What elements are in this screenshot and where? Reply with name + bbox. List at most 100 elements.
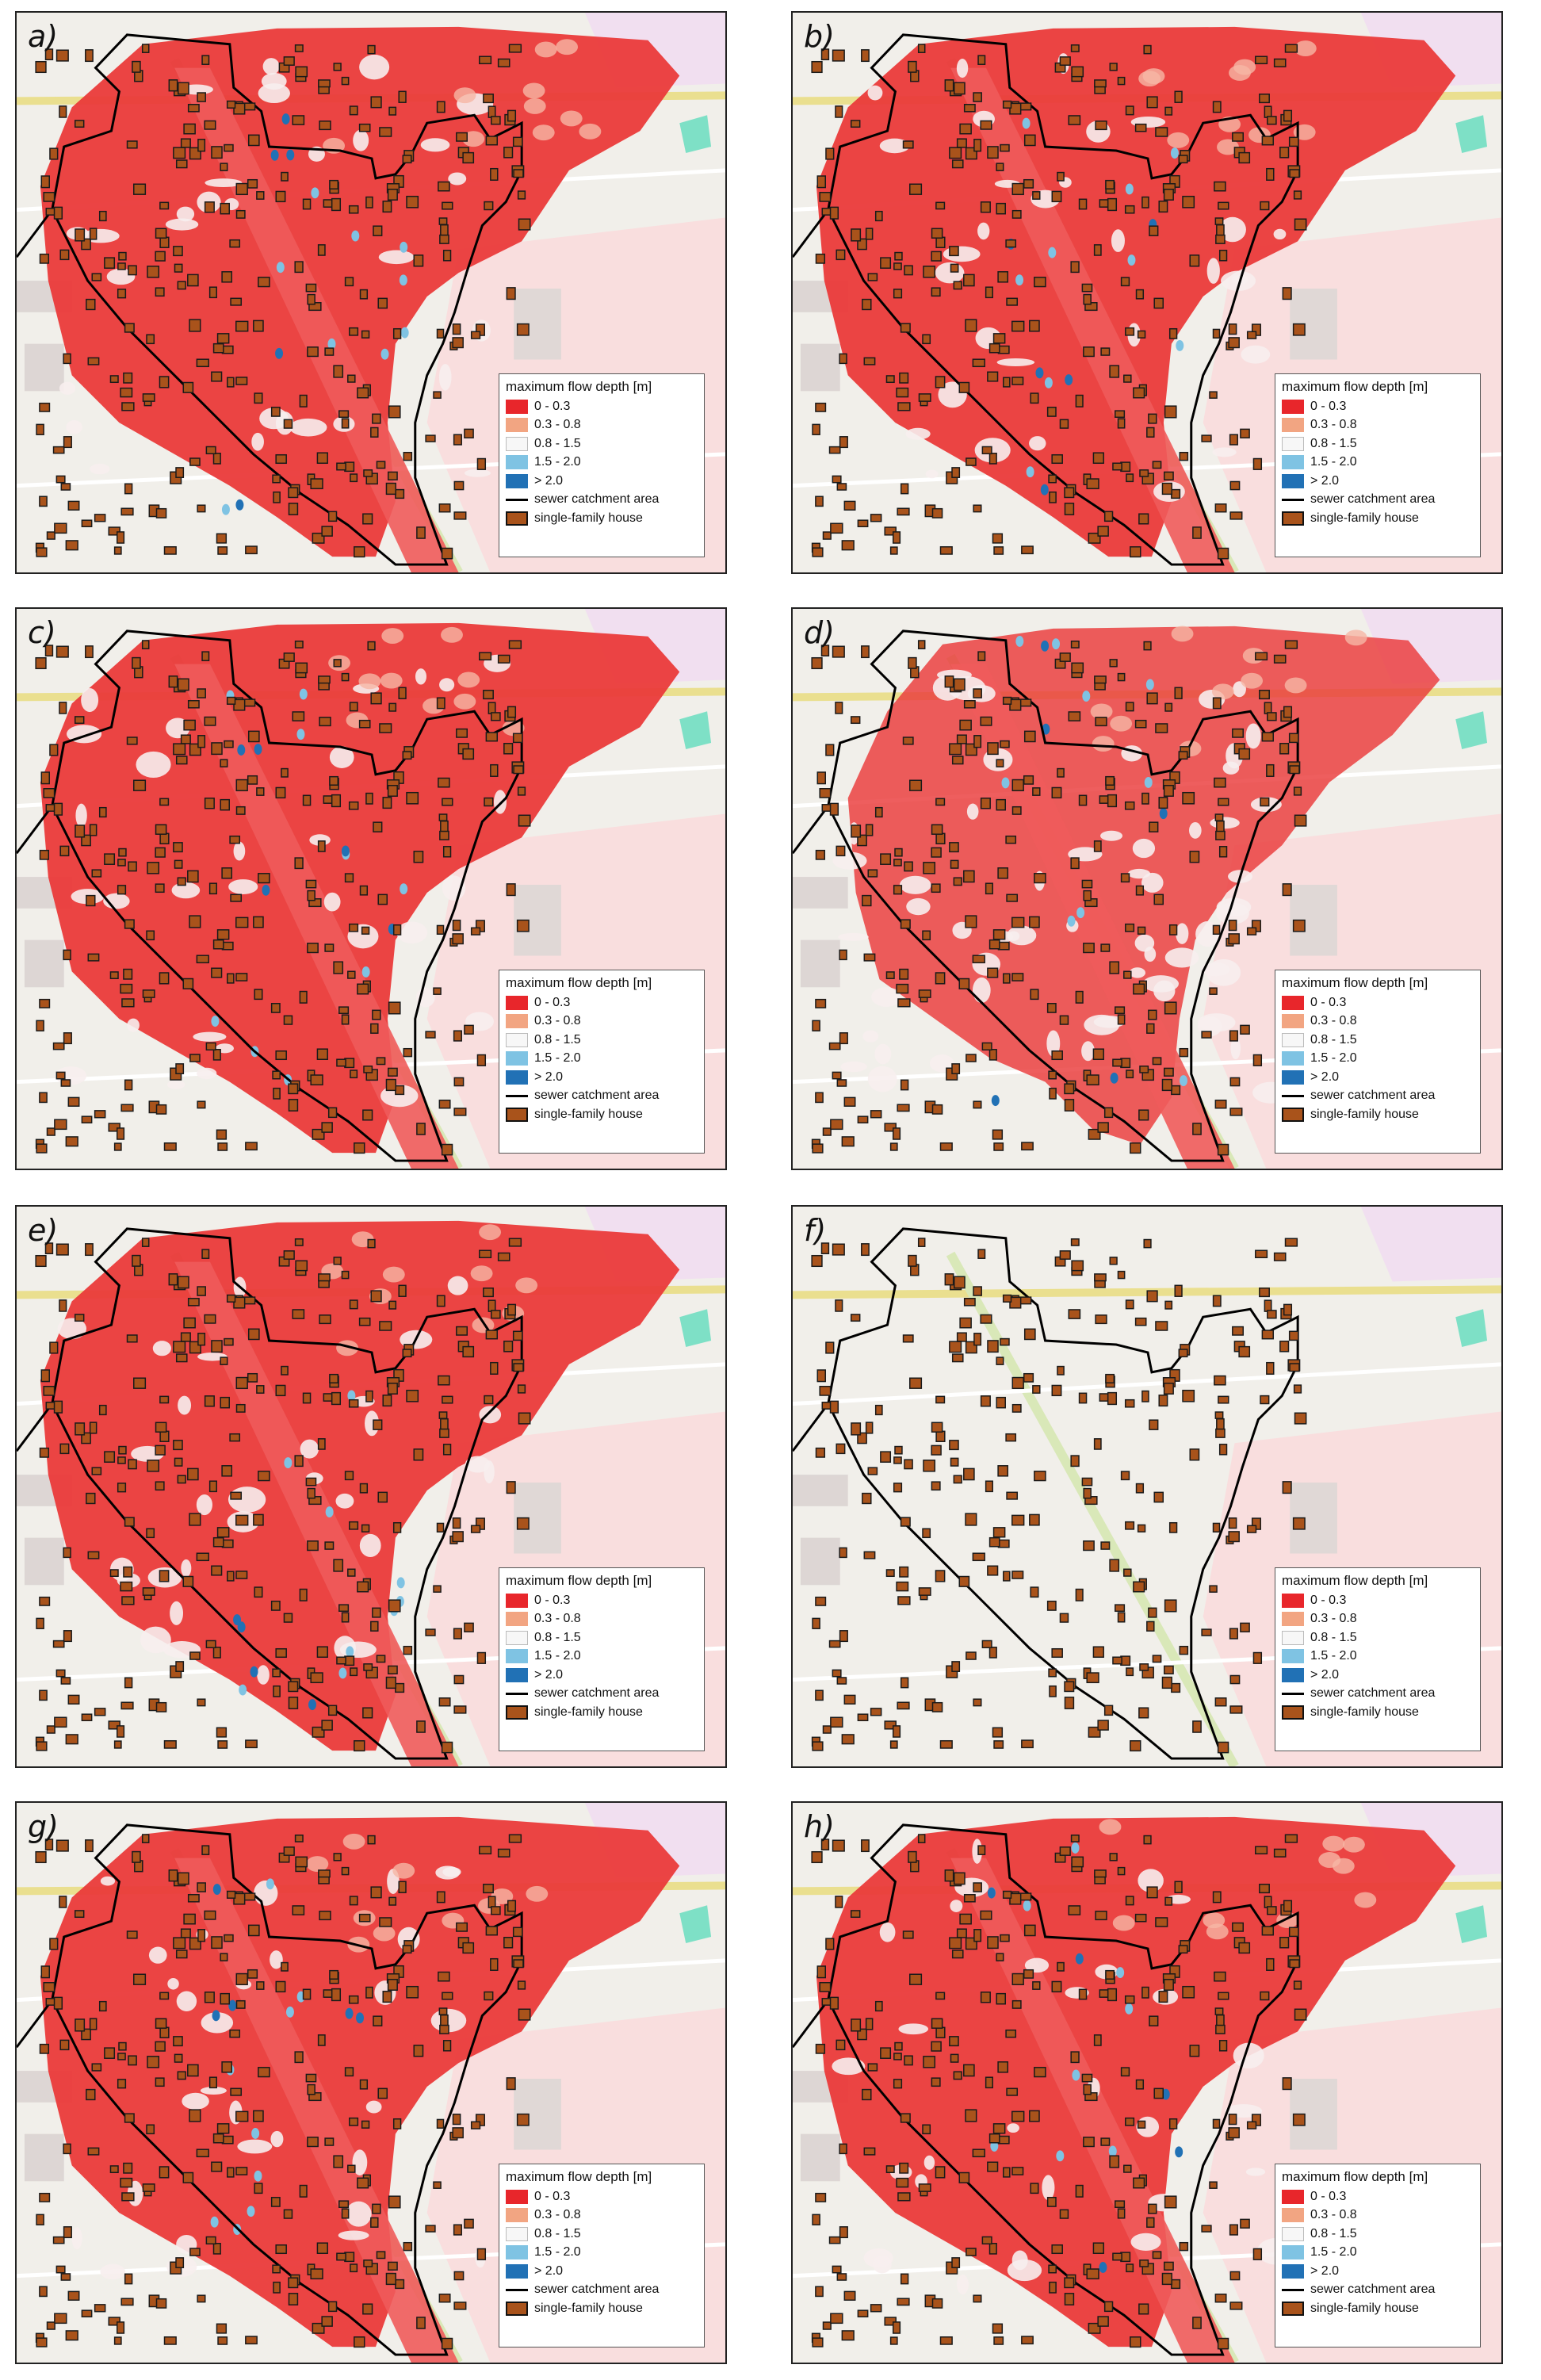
legend-line-symbol — [1282, 2288, 1304, 2291]
legend-label: 0 - 0.3 — [1310, 1593, 1347, 1607]
legend-label: 1.5 - 2.0 — [534, 1649, 581, 1663]
panel-label: c) — [28, 615, 56, 650]
legend-swatch — [1282, 418, 1304, 433]
legend-item-house: single-family house — [506, 2299, 698, 2318]
legend-swatch — [1282, 995, 1304, 1010]
legend-item-depth-class: 1.5 - 2.0 — [506, 1050, 698, 1069]
legend-label: 0.3 - 0.8 — [1310, 1612, 1357, 1626]
legend-house-symbol — [1282, 1107, 1304, 1122]
legend-item-depth-class: 0 - 0.3 — [506, 397, 698, 416]
legend-title: maximum flow depth [m] — [506, 1573, 652, 1588]
sewer-catchment-boundary — [51, 33, 523, 566]
legend-item-depth-class: 0.8 - 1.5 — [1282, 434, 1474, 453]
legend-line-symbol — [506, 2288, 528, 2291]
single-family-houses — [35, 1238, 531, 1754]
legend-label: 0 - 0.3 — [534, 399, 571, 413]
legend-swatch — [1282, 1667, 1304, 1682]
legend-item-house: single-family house — [1282, 1105, 1474, 1124]
legend-item-depth-class: 0.8 - 1.5 — [1282, 2225, 1474, 2244]
legend-item-depth-class: 0 - 0.3 — [1282, 993, 1474, 1012]
legend-swatch — [506, 1593, 528, 1608]
legend-item-depth-class: 1.5 - 2.0 — [1282, 1050, 1474, 1069]
panel-label: h) — [804, 1809, 835, 1844]
legend-label: 0.8 - 1.5 — [1310, 436, 1357, 450]
panel-label: b) — [804, 19, 835, 54]
legend-swatch — [1282, 2245, 1304, 2260]
legend-label: > 2.0 — [534, 1069, 564, 1084]
legend-label: 1.5 - 2.0 — [1310, 1649, 1357, 1663]
legend-label: 0.8 - 1.5 — [534, 1032, 581, 1047]
legend-label: 1.5 - 2.0 — [534, 1051, 581, 1066]
legend-label: > 2.0 — [1310, 1069, 1340, 1084]
legend-house-symbol — [506, 2301, 528, 2316]
legend-label: single-family house — [534, 1107, 643, 1121]
legend-swatch — [1282, 473, 1304, 488]
legend-label: 0 - 0.3 — [1310, 399, 1347, 413]
legend-item-depth-class: 0.8 - 1.5 — [506, 1031, 698, 1050]
legend-item-depth-class: > 2.0 — [506, 2262, 698, 2281]
legend-label: sewer catchment area — [1310, 2282, 1436, 2297]
legend-label: 0.8 - 1.5 — [1310, 1630, 1357, 1644]
legend-item-depth-class: > 2.0 — [1282, 2262, 1474, 2281]
legend-house-symbol — [506, 1107, 528, 1122]
legend-item-depth-class: 0.3 - 0.8 — [506, 1012, 698, 1031]
single-family-houses — [811, 44, 1307, 560]
single-family-houses — [811, 640, 1307, 1156]
legend-swatch — [506, 436, 528, 451]
legend-line-symbol — [506, 498, 528, 501]
map-legend: maximum flow depth [m] 0 - 0.3 0.3 - 0.8 0.… — [499, 970, 705, 1154]
legend-swatch — [1282, 1069, 1304, 1085]
legend-house-symbol — [1282, 511, 1304, 526]
legend-item-depth-class: 0.8 - 1.5 — [1282, 1031, 1474, 1050]
single-family-houses — [35, 1834, 531, 2350]
legend-label: > 2.0 — [534, 2263, 564, 2278]
legend-item-depth-class: > 2.0 — [1282, 472, 1474, 491]
legend-label: 0.8 - 1.5 — [534, 436, 581, 450]
legend-item-depth-class: 0.8 - 1.5 — [506, 434, 698, 453]
legend-title: maximum flow depth [m] — [1282, 975, 1428, 990]
sewer-catchment-boundary — [51, 1227, 523, 1760]
map-panel-h: h) maximum flow depth [m] 0 - 0.3 0.3 - 0.8… — [791, 1801, 1503, 2364]
legend-item-house: single-family house — [506, 509, 698, 528]
legend-swatch — [506, 399, 528, 414]
legend-label: single-family house — [534, 2301, 643, 2315]
map-legend: maximum flow depth [m] 0 - 0.3 0.3 - 0.8 0.… — [499, 1567, 705, 1751]
legend-line-symbol — [1282, 1692, 1304, 1695]
map-legend: maximum flow depth [m] 0 - 0.3 0.3 - 0.8 0.… — [1275, 970, 1481, 1154]
legend-swatch — [1282, 1612, 1304, 1627]
legend-label: > 2.0 — [1310, 2263, 1340, 2278]
legend-label: single-family house — [1310, 2301, 1419, 2315]
legend-item-catchment: sewer catchment area — [1282, 1685, 1474, 1704]
legend-label: 1.5 - 2.0 — [534, 2245, 581, 2259]
legend-item-depth-class: 0.3 - 0.8 — [1282, 1610, 1474, 1629]
legend-item-depth-class: 1.5 - 2.0 — [1282, 453, 1474, 473]
legend-label: 0.3 - 0.8 — [1310, 1014, 1357, 1028]
legend-label: 0.3 - 0.8 — [1310, 2208, 1357, 2222]
legend-item-catchment: sewer catchment area — [506, 491, 698, 510]
sewer-catchment-boundary — [827, 1227, 1299, 1760]
legend-label: sewer catchment area — [1310, 1686, 1436, 1701]
legend-item-depth-class: 0 - 0.3 — [1282, 397, 1474, 416]
map-legend: maximum flow depth [m] 0 - 0.3 0.3 - 0.8 0.… — [499, 373, 705, 557]
map-legend: maximum flow depth [m] 0 - 0.3 0.3 - 0.8 0.… — [1275, 2164, 1481, 2347]
legend-label: 0 - 0.3 — [534, 1593, 571, 1607]
legend-item-depth-class: 0.8 - 1.5 — [506, 2225, 698, 2244]
legend-swatch — [506, 1667, 528, 1682]
legend-label: 0 - 0.3 — [534, 995, 571, 1009]
legend-item-depth-class: 0.3 - 0.8 — [1282, 416, 1474, 435]
legend-label: 1.5 - 2.0 — [1310, 2245, 1357, 2259]
legend-swatch — [506, 1612, 528, 1627]
legend-label: > 2.0 — [534, 1667, 564, 1682]
map-legend: maximum flow depth [m] 0 - 0.3 0.3 - 0.8 0.… — [1275, 373, 1481, 557]
legend-label: 1.5 - 2.0 — [534, 455, 581, 469]
legend-item-house: single-family house — [506, 1703, 698, 1722]
legend-label: 1.5 - 2.0 — [1310, 455, 1357, 469]
legend-label: 0.8 - 1.5 — [1310, 1032, 1357, 1047]
legend-label: > 2.0 — [534, 473, 564, 488]
legend-item-house: single-family house — [1282, 509, 1474, 528]
legend-label: > 2.0 — [1310, 473, 1340, 488]
legend-swatch — [506, 1032, 528, 1047]
legend-item-depth-class: 0.3 - 0.8 — [506, 416, 698, 435]
legend-item-depth-class: 0 - 0.3 — [1282, 2187, 1474, 2206]
